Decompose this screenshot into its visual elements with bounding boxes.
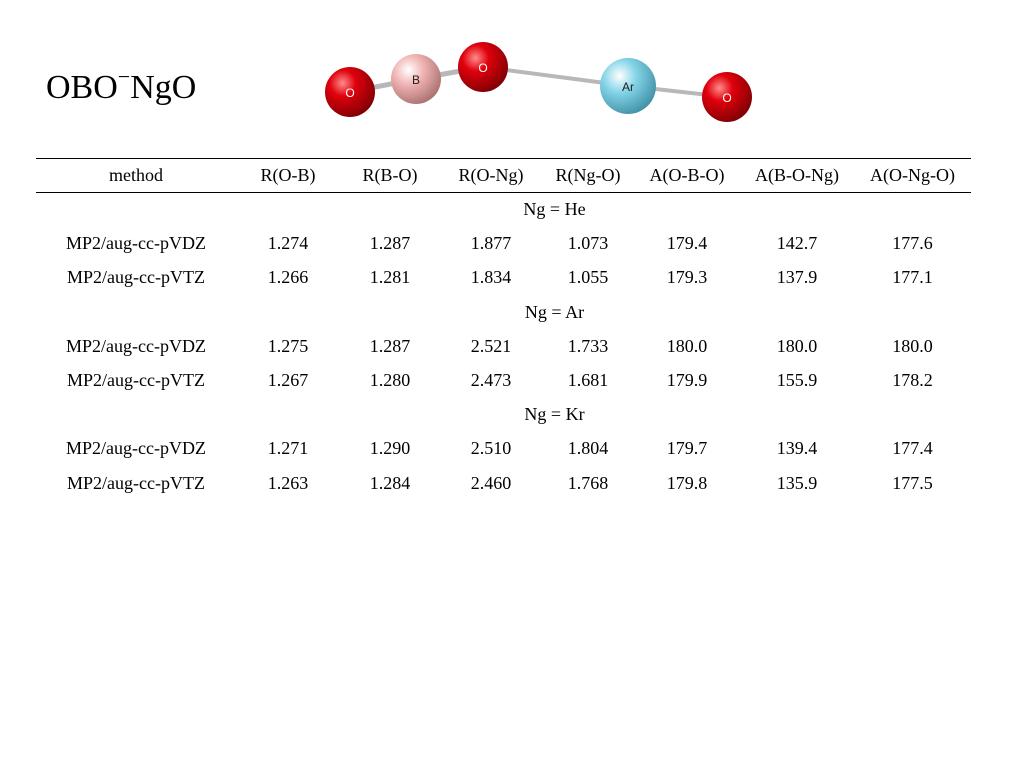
cell-r-ng-o: 1.733	[567, 335, 609, 356]
cell-a-b-o-ng: 135.9	[776, 472, 818, 493]
cell-a-o-ng-o: 177.4	[892, 438, 933, 459]
table-row: MP2/aug-cc-pVDZ 1.274 1.287 1.877 1.073 …	[36, 227, 971, 261]
cell-r-ng-o: 1.804	[567, 438, 609, 459]
table-row: MP2/aug-cc-pVTZ 1.263 1.284 2.460 1.768 …	[36, 466, 971, 500]
cell-r-ng-o: 1.073	[567, 233, 609, 254]
atom-label: O	[478, 61, 487, 75]
atom-argon: Ar	[600, 58, 656, 114]
cell-a-o-b-o: 180.0	[666, 335, 708, 356]
cell-r-ng-o: 1.681	[567, 370, 609, 391]
cell-method: MP2/aug-cc-pVDZ	[66, 335, 206, 356]
table-header-row: method R(O-B) R(B-O) R(O-Ng) R(Ng-O) A(O…	[36, 158, 971, 193]
cell-a-o-ng-o: 180.0	[892, 335, 933, 356]
cell-r-o-ng: 2.510	[470, 438, 512, 459]
cell-r-b-o: 1.280	[369, 370, 411, 391]
cell-a-o-b-o: 179.4	[666, 233, 708, 254]
header-r-ng-o: R(Ng-O)	[542, 158, 634, 193]
cell-a-o-ng-o: 177.6	[892, 233, 933, 254]
atom-boron: B	[391, 54, 441, 104]
cell-r-o-b: 1.267	[267, 370, 309, 391]
cell-a-o-ng-o: 177.5	[892, 472, 933, 493]
cell-r-o-ng: 2.460	[470, 472, 512, 493]
group-label: Ng = He	[523, 199, 586, 220]
atom-label: O	[345, 86, 354, 100]
cell-a-o-b-o: 179.8	[666, 472, 708, 493]
title-main-before: OBO	[46, 69, 118, 106]
header-r-o-b: R(O-B)	[236, 158, 340, 193]
cell-method: MP2/aug-cc-pVDZ	[66, 438, 206, 459]
cell-r-b-o: 1.287	[369, 233, 411, 254]
cell-a-o-b-o: 179.3	[666, 267, 708, 288]
header-a-b-o-ng: A(B-O-Ng)	[740, 158, 854, 193]
cell-a-b-o-ng: 180.0	[776, 335, 818, 356]
cell-a-o-b-o: 179.9	[666, 370, 708, 391]
atom-label: B	[412, 73, 420, 87]
atom-oxygen-2: O	[458, 42, 508, 92]
atom-oxygen-3: O	[702, 72, 752, 122]
table-row: MP2/aug-cc-pVTZ 1.267 1.280 2.473 1.681 …	[36, 363, 971, 397]
cell-r-b-o: 1.281	[369, 267, 411, 288]
cell-a-o-b-o: 179.7	[666, 438, 708, 459]
header-r-o-ng: R(O-Ng)	[440, 158, 542, 193]
group-row-he: Ng = He	[36, 193, 971, 227]
table-row: MP2/aug-cc-pVTZ 1.266 1.281 1.834 1.055 …	[36, 261, 971, 295]
cell-method: MP2/aug-cc-pVTZ	[67, 267, 205, 288]
molecule-structure-image: O B O Ar O	[325, 42, 752, 122]
title-superscript-charge: −	[117, 64, 131, 89]
table-row: MP2/aug-cc-pVDZ 1.275 1.287 2.521 1.733 …	[36, 329, 971, 363]
cell-r-o-ng: 2.521	[470, 335, 512, 356]
cell-method: MP2/aug-cc-pVTZ	[67, 472, 205, 493]
cell-r-o-ng: 1.834	[470, 267, 512, 288]
cell-r-ng-o: 1.055	[567, 267, 609, 288]
slide-title: OBO−NgO	[46, 66, 197, 108]
cell-a-o-ng-o: 178.2	[892, 370, 933, 391]
cell-a-o-ng-o: 177.1	[892, 267, 933, 288]
geometry-table: method R(O-B) R(B-O) R(O-Ng) R(Ng-O) A(O…	[36, 158, 971, 500]
cell-r-o-ng: 1.877	[470, 233, 512, 254]
header-r-b-o: R(B-O)	[340, 158, 440, 193]
header-a-o-b-o: A(O-B-O)	[634, 158, 740, 193]
header-a-o-ng-o: A(O-Ng-O)	[854, 158, 971, 193]
atom-label: Ar	[622, 80, 634, 94]
atom-oxygen-1: O	[325, 67, 375, 117]
title-main-after: NgO	[130, 69, 197, 106]
cell-method: MP2/aug-cc-pVTZ	[67, 370, 205, 391]
cell-r-o-ng: 2.473	[470, 370, 512, 391]
cell-r-b-o: 1.290	[369, 438, 411, 459]
cell-r-b-o: 1.284	[369, 472, 411, 493]
cell-a-b-o-ng: 155.9	[776, 370, 818, 391]
cell-r-o-b: 1.275	[267, 335, 309, 356]
group-row-kr: Ng = Kr	[36, 398, 971, 432]
cell-r-ng-o: 1.768	[567, 472, 609, 493]
header-method: method	[36, 158, 236, 193]
atom-label: O	[722, 91, 731, 105]
cell-method: MP2/aug-cc-pVDZ	[66, 233, 206, 254]
cell-r-o-b: 1.263	[267, 472, 309, 493]
cell-r-o-b: 1.271	[267, 438, 309, 459]
cell-r-b-o: 1.287	[369, 335, 411, 356]
group-label: Ng = Ar	[524, 301, 585, 322]
group-row-ar: Ng = Ar	[36, 295, 971, 329]
cell-a-b-o-ng: 137.9	[776, 267, 818, 288]
cell-r-o-b: 1.274	[267, 233, 309, 254]
cell-a-b-o-ng: 139.4	[776, 438, 818, 459]
cell-a-b-o-ng: 142.7	[776, 233, 818, 254]
group-label: Ng = Kr	[524, 404, 585, 425]
cell-r-o-b: 1.266	[267, 267, 309, 288]
table-row: MP2/aug-cc-pVDZ 1.271 1.290 2.510 1.804 …	[36, 432, 971, 466]
